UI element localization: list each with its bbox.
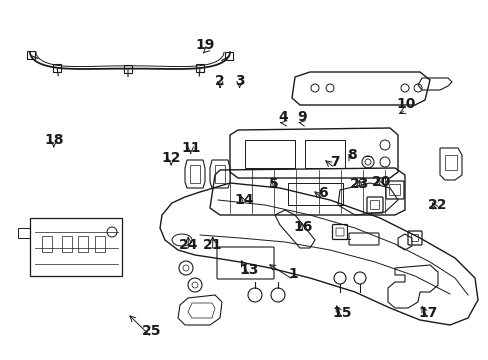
Bar [27, 51, 35, 59]
Text: 8: 8 [346, 148, 356, 162]
Text: 19: 19 [195, 38, 215, 52]
Bar [287, 183, 342, 205]
Text: 9: 9 [297, 110, 306, 124]
Bar [53, 64, 61, 72]
Bar [224, 53, 232, 60]
Bar [95, 236, 105, 252]
Text: 13: 13 [239, 263, 259, 277]
Bar [196, 64, 203, 72]
Text: 10: 10 [395, 98, 415, 111]
Text: 5: 5 [268, 177, 278, 190]
Bar [244, 140, 294, 168]
Bar [124, 64, 132, 73]
Bar [42, 236, 52, 252]
Text: 17: 17 [417, 306, 437, 320]
Text: 14: 14 [234, 193, 254, 207]
Bar [30, 218, 122, 276]
Text: 22: 22 [427, 198, 447, 212]
Bar [444, 155, 456, 170]
Text: 21: 21 [203, 238, 222, 252]
Text: 23: 23 [349, 177, 368, 190]
Text: 6: 6 [317, 186, 327, 199]
Text: 12: 12 [161, 152, 181, 165]
Text: 7: 7 [329, 155, 339, 169]
Bar [18, 228, 30, 238]
Bar [190, 165, 200, 183]
Text: 16: 16 [293, 220, 312, 234]
Bar [305, 140, 345, 168]
Bar [78, 236, 88, 252]
Text: 25: 25 [142, 324, 161, 338]
Text: 3: 3 [234, 74, 244, 88]
Text: 2: 2 [215, 74, 224, 88]
Bar [215, 165, 224, 183]
Text: 20: 20 [371, 175, 390, 189]
Text: 18: 18 [44, 134, 63, 147]
Text: 1: 1 [288, 267, 298, 280]
Text: 15: 15 [332, 306, 351, 320]
Bar [62, 236, 72, 252]
Text: 24: 24 [178, 238, 198, 252]
Text: 11: 11 [181, 141, 200, 154]
Text: 4: 4 [278, 110, 288, 124]
